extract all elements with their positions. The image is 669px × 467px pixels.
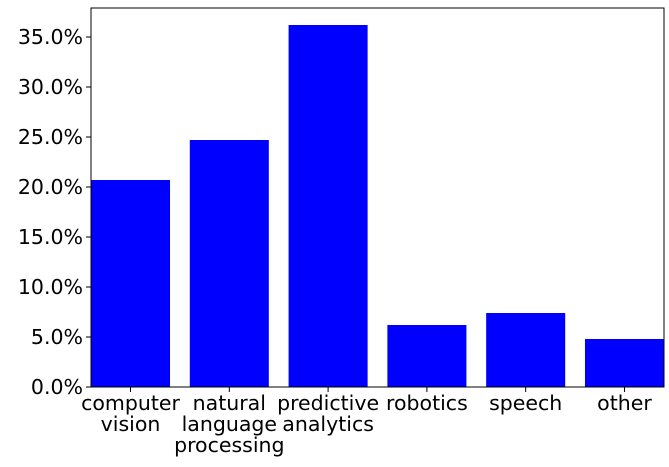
x-tick-label: other xyxy=(597,391,652,415)
x-tick-label-line: natural xyxy=(193,391,266,415)
x-tick-label: natural language processing xyxy=(174,391,284,457)
x-tick-label: predictive analytics xyxy=(277,391,379,436)
x-tick-label-line: other xyxy=(597,391,652,415)
bar-group xyxy=(91,25,664,387)
bar-speech xyxy=(486,313,566,387)
y-tick-label: 0.0% xyxy=(31,375,83,399)
y-tick-label: 20.0% xyxy=(18,175,83,199)
bar-predictive-analytics xyxy=(288,25,368,387)
x-tick-label-line: language xyxy=(182,412,277,436)
y-tick-label: 15.0% xyxy=(18,225,83,249)
y-tick-label: 25.0% xyxy=(18,125,83,149)
x-tick-label: speech xyxy=(489,391,562,415)
axes xyxy=(90,7,665,388)
bar-robotics xyxy=(387,325,467,387)
bar-computer-vision xyxy=(91,180,171,387)
x-tick-label-line: processing xyxy=(174,433,284,457)
x-tick-label: computer vision xyxy=(81,391,180,436)
x-tick-label-line: speech xyxy=(489,391,562,415)
x-tick-label-line: computer xyxy=(81,391,180,415)
x-tick-label-line: vision xyxy=(101,412,161,436)
x-tick-label-line: predictive xyxy=(277,391,379,415)
y-axis-ticks: 0.0% 5.0% 10.0% 15.0% 20.0% 25.0% 30.0% 35.0% xyxy=(18,25,91,399)
y-tick-label: 5.0% xyxy=(31,325,83,349)
y-tick-label: 30.0% xyxy=(18,75,83,99)
x-tick-label-line: analytics xyxy=(282,412,374,436)
plot-frame xyxy=(90,7,665,388)
bar-other xyxy=(584,339,664,387)
bar-natural-language-processing xyxy=(189,140,269,387)
x-tick-label: robotics xyxy=(386,391,468,415)
x-tick-label-line: robotics xyxy=(386,391,468,415)
y-tick-label: 10.0% xyxy=(18,275,83,299)
y-tick-label: 35.0% xyxy=(18,25,83,49)
